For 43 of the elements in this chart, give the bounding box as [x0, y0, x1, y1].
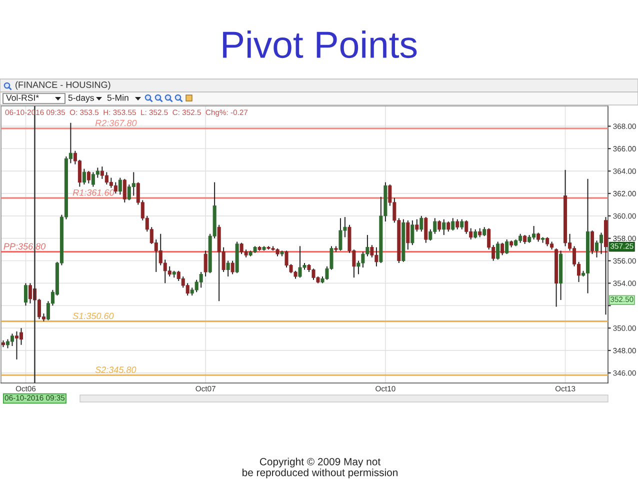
candlestick: [24, 282, 28, 306]
candlestick: [460, 218, 464, 230]
candlestick: [86, 170, 90, 184]
candlestick: [438, 220, 442, 232]
candlestick: [19, 328, 23, 346]
text: (FINANCE - HOUSING): [16, 81, 110, 90]
candlestick: [415, 218, 419, 232]
candlestick: [168, 266, 172, 277]
candlestick: [82, 168, 86, 185]
ref-line-label: R2:367.80: [95, 120, 137, 126]
candlestick: [114, 182, 118, 194]
ref-line-label: R1:361.60: [72, 189, 114, 196]
candlestick: [456, 218, 460, 230]
candlestick: [496, 241, 500, 260]
candlestick: [406, 220, 410, 250]
candlestick: [500, 242, 504, 256]
candlestick: [186, 282, 190, 296]
candlestick: [442, 218, 446, 236]
candlestick: [199, 271, 203, 288]
text: 5-Min: [107, 94, 128, 101]
chart-title: Pivot Points: [223, 30, 417, 58]
candlestick: [132, 172, 136, 196]
ref-line-label: S2:345.80: [95, 366, 136, 373]
candlestick: [10, 333, 14, 346]
candlestick: [204, 250, 208, 277]
candlestick: [370, 244, 374, 258]
candlestick: [464, 220, 468, 234]
candlestick: [446, 221, 450, 232]
candlestick: [230, 260, 234, 275]
candlestick: [122, 178, 126, 203]
candlestick: [410, 220, 414, 246]
candlestick: [424, 216, 428, 244]
candlestick: [505, 238, 509, 255]
text: 5-days: [68, 94, 94, 103]
candlestick: [420, 215, 424, 232]
candlestick: [451, 218, 455, 231]
candlestick: [226, 260, 230, 277]
candlestick: [590, 230, 594, 255]
candlestick: [118, 177, 122, 196]
text: Copyright © 2009 May not be reproduced without permission: [242, 458, 398, 478]
text: Vol-RSI*: [6, 94, 39, 101]
candlestick: [599, 232, 604, 255]
ref-line-label: S1:350.60: [72, 312, 114, 320]
